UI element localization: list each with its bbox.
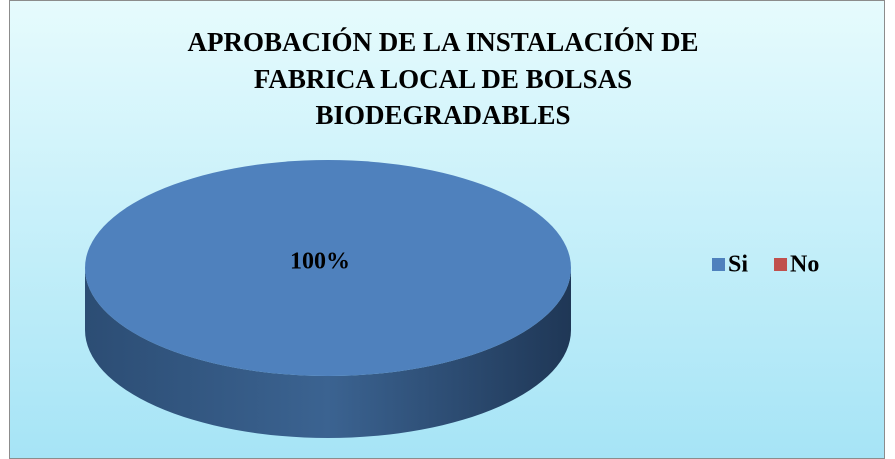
legend-label: Si xyxy=(728,252,748,278)
chart-title: FABRICA LOCAL DE BOLSAS xyxy=(254,64,632,94)
pie-slice xyxy=(85,160,571,376)
pie-side xyxy=(85,268,571,438)
chart-title: APROBACIÓN DE LA INSTALACIÓN DE xyxy=(187,27,698,57)
legend-swatch xyxy=(774,258,788,271)
data-label: 100% xyxy=(290,249,350,275)
legend-swatch xyxy=(712,258,725,271)
chart-title: BIODEGRADABLES xyxy=(315,100,570,130)
legend-label: No xyxy=(790,252,819,278)
